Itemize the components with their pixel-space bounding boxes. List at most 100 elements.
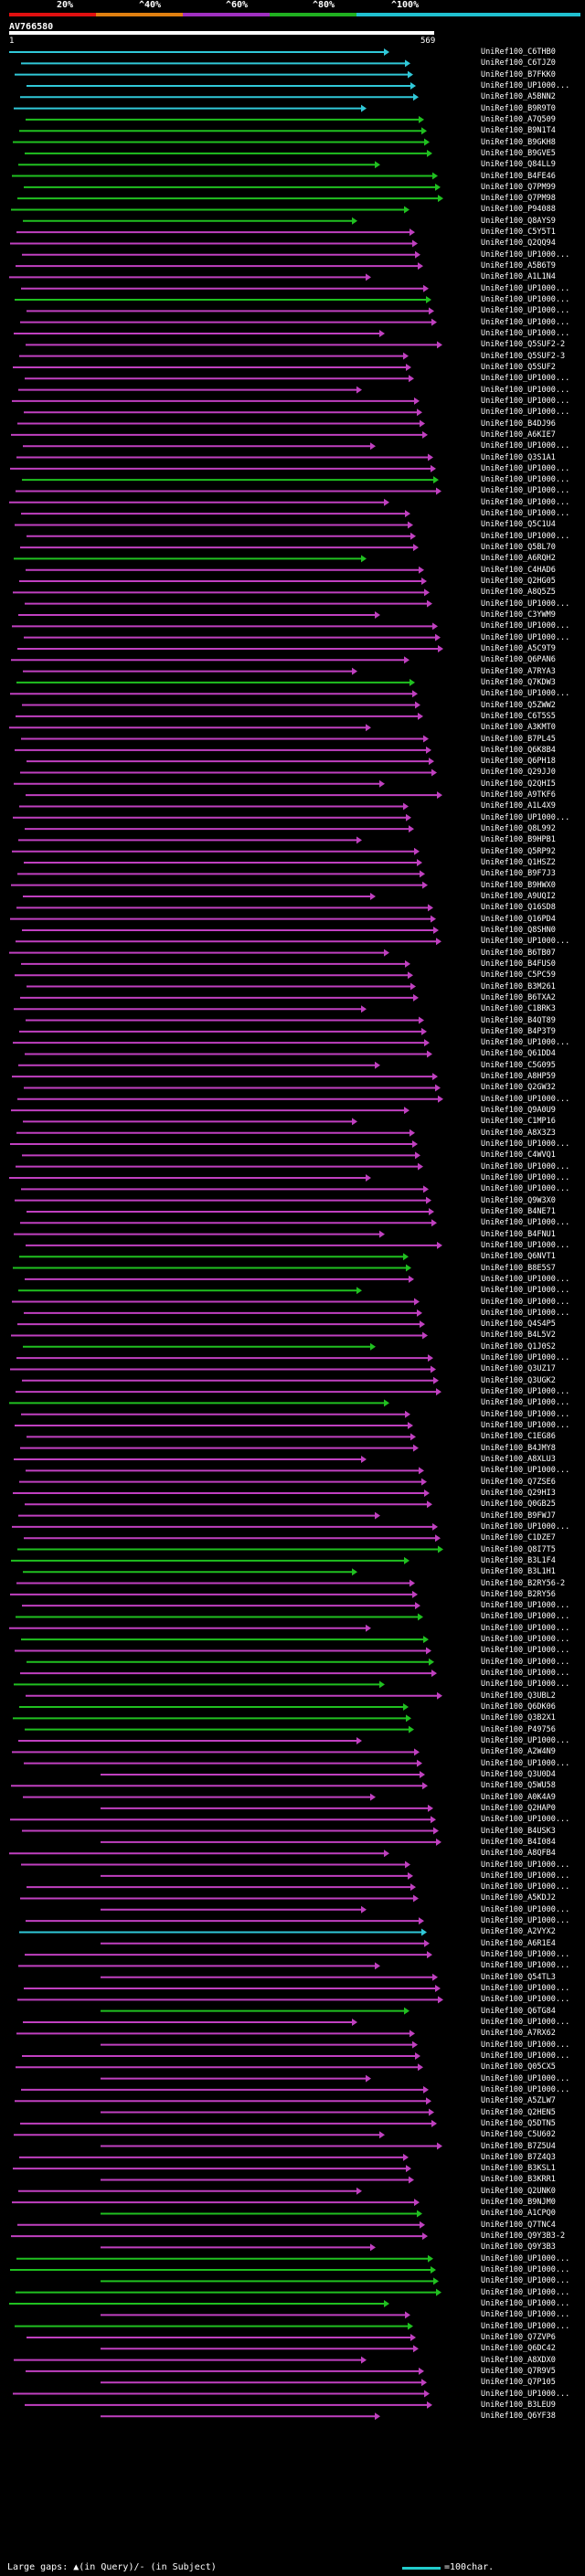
hit-label[interactable]: UniRef100_A8Q5Z5	[481, 588, 556, 598]
hit-label[interactable]: UniRef100_UP1000...	[481, 632, 570, 642]
hit-label[interactable]: UniRef100_Q5SUF2-3	[481, 351, 566, 361]
hit-label[interactable]: UniRef100_B3L1F4	[481, 1555, 556, 1565]
hit-label[interactable]: UniRef100_Q5DTN5	[481, 2118, 556, 2128]
hit-label[interactable]: UniRef100_B4I084	[481, 1837, 556, 1847]
hit-label[interactable]: UniRef100_Q7KDW3	[481, 677, 556, 687]
hit-label[interactable]: UniRef100_B9F7J3	[481, 869, 556, 879]
hit-label[interactable]: UniRef100_Q6PAN6	[481, 655, 556, 665]
hit-label[interactable]: UniRef100_P94088	[481, 205, 556, 215]
hit-label[interactable]: UniRef100_C6T5S5	[481, 711, 556, 721]
hit-label[interactable]: UniRef100_B4QT89	[481, 1015, 556, 1025]
hit-label[interactable]: UniRef100_Q16SD8	[481, 903, 556, 913]
hit-label[interactable]: UniRef100_UP1000...	[481, 441, 570, 451]
hit-label[interactable]: UniRef100_UP1000...	[481, 1961, 570, 1971]
hit-label[interactable]: UniRef100_UP1000...	[481, 2084, 570, 2094]
hit-label[interactable]: UniRef100_Q7PM98	[481, 194, 556, 204]
hit-label[interactable]: UniRef100_Q4S4P5	[481, 1320, 556, 1330]
hit-label[interactable]: UniRef100_A8XDX0	[481, 2355, 556, 2365]
hit-label[interactable]: UniRef100_C5G095	[481, 1060, 556, 1070]
hit-label[interactable]: UniRef100_C5Y5T1	[481, 228, 556, 238]
hit-label[interactable]: UniRef100_Q7ZSE6	[481, 1477, 556, 1487]
hit-label[interactable]: UniRef100_Q3UBL2	[481, 1691, 556, 1701]
hit-label[interactable]: UniRef100_UP1000...	[481, 1623, 570, 1633]
hit-label[interactable]: UniRef100_B7PL45	[481, 734, 556, 744]
hit-label[interactable]: UniRef100_UP1000...	[481, 1421, 570, 1431]
hit-label[interactable]: UniRef100_Q05CX5	[481, 2062, 556, 2072]
hit-label[interactable]: UniRef100_UP1000...	[481, 2310, 570, 2320]
hit-label[interactable]: UniRef100_Q6NVT1	[481, 1252, 556, 1262]
hit-label[interactable]: UniRef100_B9HWX0	[481, 880, 556, 890]
hit-label[interactable]: UniRef100_UP1000...	[481, 1409, 570, 1419]
hit-label[interactable]: UniRef100_A1L4X9	[481, 801, 556, 811]
hit-label[interactable]: UniRef100_B3KRR1	[481, 2175, 556, 2185]
hit-label[interactable]: UniRef100_UP1000...	[481, 329, 570, 338]
hit-label[interactable]: UniRef100_B9GVE5	[481, 148, 556, 158]
hit-label[interactable]: UniRef100_UP1000...	[481, 509, 570, 519]
hit-label[interactable]: UniRef100_UP1000...	[481, 2073, 570, 2083]
hit-label[interactable]: UniRef100_C1DZE7	[481, 1533, 556, 1543]
hit-label[interactable]: UniRef100_B4FUS0	[481, 959, 556, 969]
hit-label[interactable]: UniRef100_Q2HEN5	[481, 2107, 556, 2117]
hit-label[interactable]: UniRef100_UP1000...	[481, 374, 570, 384]
hit-label[interactable]: UniRef100_Q8SHN0	[481, 925, 556, 935]
hit-label[interactable]: UniRef100_A8XLU3	[481, 1455, 556, 1464]
hit-label[interactable]: UniRef100_C6THB0	[481, 48, 556, 57]
hit-label[interactable]: UniRef100_UP1000...	[481, 599, 570, 609]
hit-label[interactable]: UniRef100_C4HAD6	[481, 565, 556, 575]
hit-label[interactable]: UniRef100_Q5BL70	[481, 543, 556, 553]
hit-label[interactable]: UniRef100_UP1000...	[481, 2018, 570, 2027]
hit-label[interactable]: UniRef100_A7RX62	[481, 2029, 556, 2039]
hit-label[interactable]: UniRef100_Q5SUF2-2	[481, 340, 566, 350]
hit-label[interactable]: UniRef100_Q2HG05	[481, 577, 556, 587]
hit-label[interactable]: UniRef100_Q1HSZ2	[481, 858, 556, 868]
hit-label[interactable]: UniRef100_UP1000...	[481, 1680, 570, 1690]
hit-label[interactable]: UniRef100_B4NE71	[481, 1206, 556, 1216]
hit-label[interactable]: UniRef100_UP1000...	[481, 408, 570, 418]
hit-label[interactable]: UniRef100_Q3U0D4	[481, 1769, 556, 1779]
hit-label[interactable]: UniRef100_B9R9T0	[481, 103, 556, 113]
hit-label[interactable]: UniRef100_UP1000...	[481, 689, 570, 699]
hit-label[interactable]: UniRef100_Q2GW32	[481, 1083, 556, 1093]
hit-label[interactable]: UniRef100_Q6YF38	[481, 2412, 556, 2422]
hit-label[interactable]: UniRef100_A7Q509	[481, 114, 556, 124]
hit-label[interactable]: UniRef100_B7FKK0	[481, 69, 556, 80]
hit-label[interactable]: UniRef100_Q7TNC4	[481, 2220, 556, 2230]
hit-label[interactable]: UniRef100_A5C9T9	[481, 643, 556, 653]
hit-label[interactable]: UniRef100_Q5RP92	[481, 846, 556, 856]
hit-label[interactable]: UniRef100_A6KIE7	[481, 429, 556, 440]
hit-label[interactable]: UniRef100_Q84LL9	[481, 160, 556, 170]
hit-label[interactable]: UniRef100_UP1000...	[481, 475, 570, 485]
hit-label[interactable]: UniRef100_C5PC59	[481, 970, 556, 981]
hit-label[interactable]: UniRef100_Q8I7T5	[481, 1544, 556, 1554]
hit-label[interactable]: UniRef100_A8X3Z3	[481, 1128, 556, 1138]
hit-label[interactable]: UniRef100_B9HPB1	[481, 835, 556, 845]
hit-label[interactable]: UniRef100_UP1000...	[481, 1635, 570, 1645]
hit-label[interactable]: UniRef100_B3M261	[481, 981, 556, 991]
hit-label[interactable]: UniRef100_A5KDJ2	[481, 1893, 556, 1903]
hit-label[interactable]: UniRef100_UP1000...	[481, 1094, 570, 1104]
hit-label[interactable]: UniRef100_Q61DD4	[481, 1049, 556, 1059]
hit-label[interactable]: UniRef100_A9TKF6	[481, 790, 556, 800]
hit-label[interactable]: UniRef100_A3KMT0	[481, 723, 556, 733]
hit-label[interactable]: UniRef100_A8HP59	[481, 1072, 556, 1082]
hit-label[interactable]: UniRef100_UP1000...	[481, 1612, 570, 1622]
hit-label[interactable]: UniRef100_Q5ZWW2	[481, 700, 556, 710]
hit-label[interactable]: UniRef100_C1EG86	[481, 1432, 556, 1442]
hit-label[interactable]: UniRef100_B3L1H1	[481, 1567, 556, 1577]
hit-label[interactable]: UniRef100_C6TJZ0	[481, 58, 556, 69]
hit-label[interactable]: UniRef100_Q29JJ0	[481, 768, 556, 778]
hit-label[interactable]: UniRef100_Q9A0U9	[481, 1106, 556, 1116]
hit-label[interactable]: UniRef100_UP1000...	[481, 1240, 570, 1250]
hit-label[interactable]: UniRef100_B4FE46	[481, 171, 556, 181]
hit-label[interactable]: UniRef100_Q3S1A1	[481, 452, 556, 462]
hit-label[interactable]: UniRef100_UP1000...	[481, 1466, 570, 1476]
hit-label[interactable]: UniRef100_Q7P105	[481, 2378, 556, 2388]
hit-label[interactable]: UniRef100_UP1000...	[481, 1038, 570, 1048]
hit-label[interactable]: UniRef100_UP1000...	[481, 937, 570, 947]
hit-label[interactable]: UniRef100_Q9W3X0	[481, 1195, 556, 1205]
hit-label[interactable]: UniRef100_UP1000...	[481, 1871, 570, 1881]
hit-label[interactable]: UniRef100_UP1000...	[481, 497, 570, 507]
hit-label[interactable]: UniRef100_UP1000...	[481, 1860, 570, 1870]
hit-label[interactable]: UniRef100_A2VYX2	[481, 1927, 556, 1937]
hit-label[interactable]: UniRef100_Q5SUF2	[481, 362, 556, 372]
